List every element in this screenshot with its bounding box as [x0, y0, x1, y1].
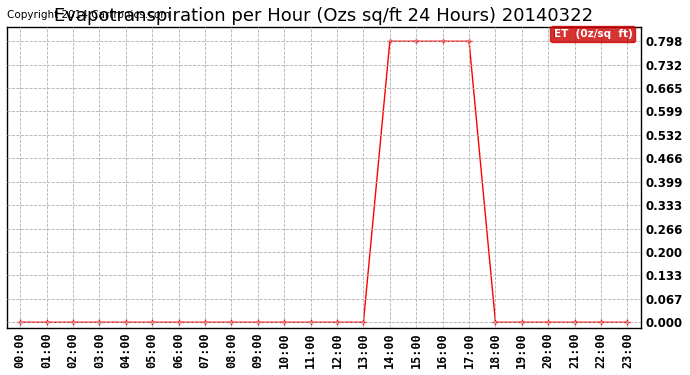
- Text: Copyright 2014 Cartronics.com: Copyright 2014 Cartronics.com: [7, 10, 170, 21]
- Title: Evapotranspiration per Hour (Ozs sq/ft 24 Hours) 20140322: Evapotranspiration per Hour (Ozs sq/ft 2…: [55, 7, 593, 25]
- Legend: ET  (0z/sq  ft): ET (0z/sq ft): [551, 26, 635, 42]
